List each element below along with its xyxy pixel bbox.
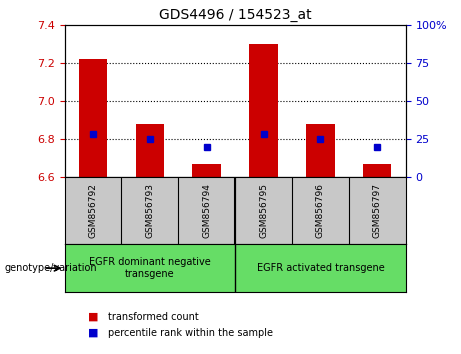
Text: ■: ■	[88, 312, 98, 322]
Title: GDS4496 / 154523_at: GDS4496 / 154523_at	[159, 8, 312, 22]
Bar	[193, 164, 221, 177]
Text: genotype/variation: genotype/variation	[5, 263, 97, 273]
Text: EGFR activated transgene: EGFR activated transgene	[256, 263, 384, 273]
Bar	[79, 59, 107, 177]
Bar	[363, 164, 391, 177]
Text: transformed count: transformed count	[108, 312, 199, 322]
Text: ■: ■	[88, 328, 98, 338]
Bar	[306, 124, 335, 177]
Bar	[249, 44, 278, 177]
Bar	[136, 124, 164, 177]
Text: GSM856795: GSM856795	[259, 183, 268, 238]
Text: EGFR dominant negative
transgene: EGFR dominant negative transgene	[89, 257, 211, 279]
Text: GSM856794: GSM856794	[202, 183, 211, 238]
Text: GSM856797: GSM856797	[373, 183, 382, 238]
Text: GSM856796: GSM856796	[316, 183, 325, 238]
Text: percentile rank within the sample: percentile rank within the sample	[108, 328, 273, 338]
Text: GSM856792: GSM856792	[89, 183, 97, 238]
Text: GSM856793: GSM856793	[145, 183, 154, 238]
